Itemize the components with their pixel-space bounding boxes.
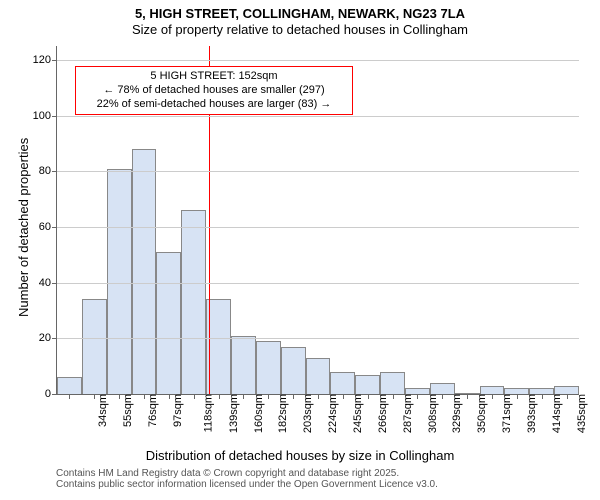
annotation-line: 22% of semi-detached houses are larger (… xyxy=(79,98,349,112)
footer-attribution: Contains HM Land Registry data © Crown c… xyxy=(56,468,438,490)
bar xyxy=(430,383,455,394)
x-tick-mark xyxy=(368,394,369,399)
bar xyxy=(181,210,206,394)
plot-area: 5 HIGH STREET: 152sqm← 78% of detached h… xyxy=(56,46,579,395)
bar xyxy=(107,169,132,395)
x-tick-mark xyxy=(467,394,468,399)
x-axis-label: Distribution of detached houses by size … xyxy=(0,448,600,463)
x-tick-label: 182sqm xyxy=(272,394,290,433)
x-tick-mark xyxy=(517,394,518,399)
x-tick-label: 308sqm xyxy=(421,394,439,433)
bar xyxy=(355,375,380,394)
y-tick-label: 0 xyxy=(45,388,57,400)
x-tick-mark xyxy=(144,394,145,399)
x-tick-label: 118sqm xyxy=(196,394,214,432)
gridline xyxy=(57,283,579,284)
bar xyxy=(132,149,157,394)
bar xyxy=(480,386,505,394)
y-tick-label: 100 xyxy=(33,110,57,122)
x-tick-label: 203sqm xyxy=(296,394,314,433)
gridline xyxy=(57,116,579,117)
bar xyxy=(156,252,181,394)
x-tick-mark xyxy=(417,394,418,399)
x-tick-label: 435sqm xyxy=(570,394,588,433)
y-tick-label: 80 xyxy=(39,165,57,177)
x-tick-mark xyxy=(343,394,344,399)
x-tick-label: 350sqm xyxy=(470,394,488,433)
gridline xyxy=(57,227,579,228)
x-tick-label: 160sqm xyxy=(247,394,265,433)
x-tick-mark xyxy=(542,394,543,399)
y-tick-label: 60 xyxy=(39,221,57,233)
x-tick-label: 329sqm xyxy=(446,394,464,433)
x-tick-mark xyxy=(293,394,294,399)
y-axis-label: Number of detached properties xyxy=(16,138,31,317)
bar xyxy=(256,341,281,394)
x-tick-mark xyxy=(194,394,195,399)
bar xyxy=(281,347,306,394)
y-tick-label: 40 xyxy=(39,277,57,289)
x-tick-mark xyxy=(243,394,244,399)
annotation-box: 5 HIGH STREET: 152sqm← 78% of detached h… xyxy=(75,66,353,115)
x-tick-mark xyxy=(219,394,220,399)
x-tick-mark xyxy=(492,394,493,399)
footer-line: Contains HM Land Registry data © Crown c… xyxy=(56,468,438,479)
x-tick-label: 393sqm xyxy=(520,394,538,433)
annotation-line: ← 78% of detached houses are smaller (29… xyxy=(79,84,349,98)
x-tick-mark xyxy=(119,394,120,399)
x-tick-label: 456sqm xyxy=(595,394,600,433)
x-tick-mark xyxy=(268,394,269,399)
bar xyxy=(330,372,355,394)
chart-subtitle: Size of property relative to detached ho… xyxy=(0,22,600,37)
gridline xyxy=(57,60,579,61)
x-tick-mark xyxy=(442,394,443,399)
bar xyxy=(57,377,82,394)
annotation-line: 5 HIGH STREET: 152sqm xyxy=(79,70,349,84)
footer-line: Contains public sector information licen… xyxy=(56,479,438,490)
x-tick-label: 245sqm xyxy=(346,394,364,433)
gridline xyxy=(57,338,579,339)
y-tick-label: 120 xyxy=(33,54,57,66)
x-tick-mark xyxy=(567,394,568,399)
x-tick-label: 266sqm xyxy=(371,394,389,433)
x-tick-mark xyxy=(169,394,170,399)
x-tick-label: 139sqm xyxy=(222,394,240,433)
bar xyxy=(554,386,579,394)
x-tick-label: 224sqm xyxy=(321,394,339,433)
gridline xyxy=(57,171,579,172)
histogram-chart: 5, HIGH STREET, COLLINGHAM, NEWARK, NG23… xyxy=(0,0,600,500)
x-tick-mark xyxy=(318,394,319,399)
x-tick-label: 287sqm xyxy=(396,394,414,433)
bar xyxy=(231,336,256,394)
x-tick-mark xyxy=(94,394,95,399)
x-tick-label: 371sqm xyxy=(495,394,513,433)
x-tick-label: 414sqm xyxy=(545,394,563,433)
x-tick-mark xyxy=(393,394,394,399)
y-tick-label: 20 xyxy=(39,332,57,344)
x-tick-mark xyxy=(69,394,70,399)
chart-title: 5, HIGH STREET, COLLINGHAM, NEWARK, NG23… xyxy=(0,6,600,21)
bar xyxy=(206,299,231,394)
bar xyxy=(380,372,405,394)
bar xyxy=(306,358,331,394)
bar xyxy=(82,299,107,394)
